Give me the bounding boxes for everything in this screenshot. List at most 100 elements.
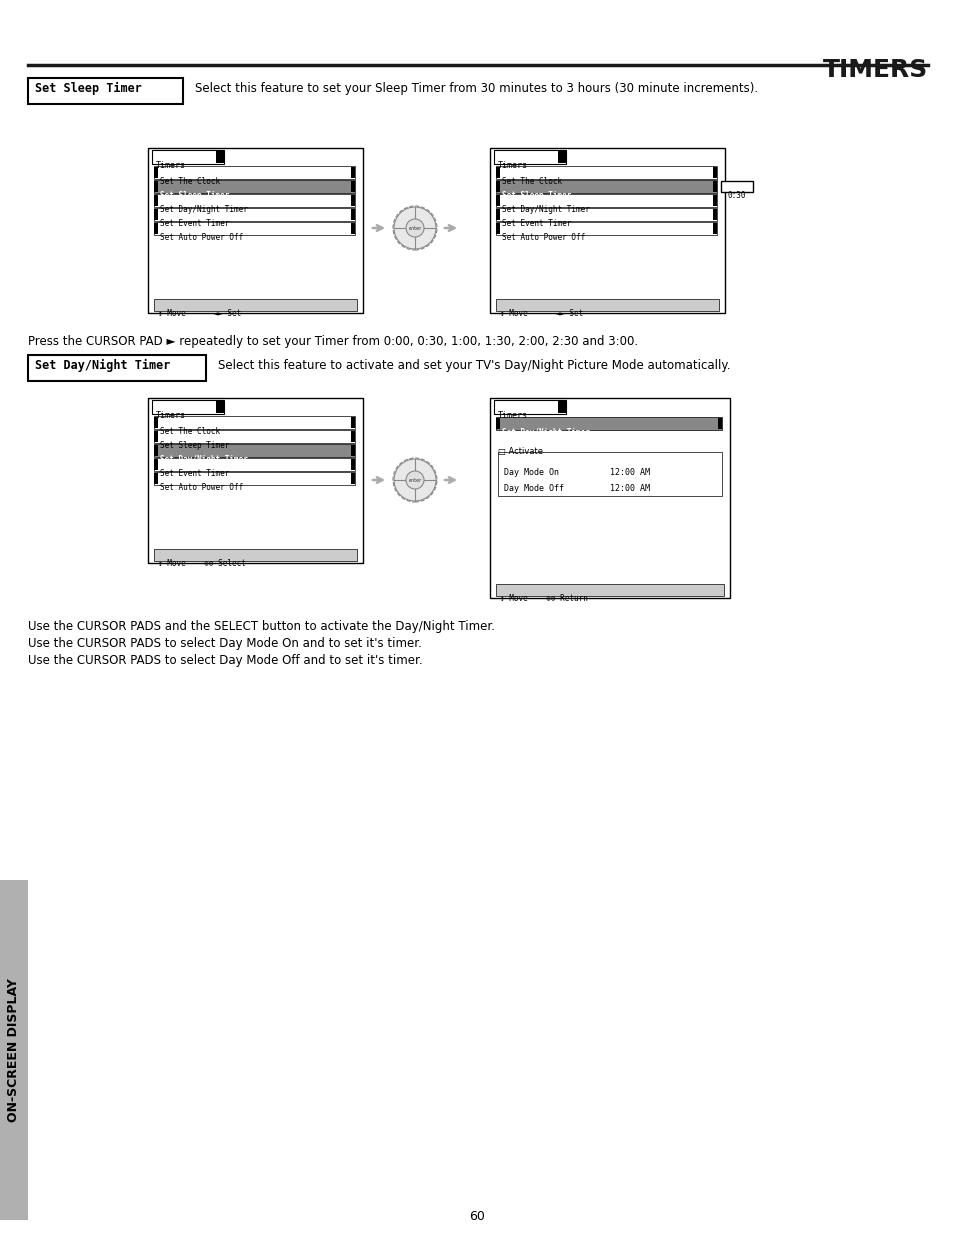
Bar	[712, 167, 717, 178]
Text: Press the CURSOR PAD ► repeatedly to set your Timer from 0:00, 0:30, 1:00, 1:30,: Press the CURSOR PAD ► repeatedly to set…	[28, 335, 638, 348]
Bar	[496, 224, 499, 233]
Text: TIMERS: TIMERS	[821, 58, 927, 82]
Text: Use the CURSOR PADS and the SELECT button to activate the Day/Night Timer.: Use the CURSOR PADS and the SELECT butto…	[28, 620, 495, 634]
Bar	[494, 400, 565, 414]
Bar	[153, 167, 158, 178]
Text: Day Mode On: Day Mode On	[503, 468, 558, 477]
Bar	[496, 299, 719, 311]
Bar	[712, 224, 717, 233]
Bar	[351, 182, 355, 191]
Text: 60: 60	[469, 1210, 484, 1223]
Bar	[496, 222, 717, 235]
Bar	[153, 182, 158, 191]
Text: ON-SCREEN DISPLAY: ON-SCREEN DISPLAY	[8, 978, 20, 1121]
Text: Set Sleep Timer: Set Sleep Timer	[35, 82, 142, 95]
Text: Set Auto Power Off: Set Auto Power Off	[160, 483, 243, 492]
Bar	[494, 149, 565, 164]
Bar	[351, 459, 355, 471]
Text: Set The Clock: Set The Clock	[160, 177, 220, 186]
Bar	[490, 148, 724, 312]
Text: Select this feature to activate and set your TV's Day/Night Picture Mode automat: Select this feature to activate and set …	[218, 359, 730, 372]
Text: Day Mode Off: Day Mode Off	[503, 484, 563, 493]
Bar	[712, 182, 717, 191]
Bar	[558, 151, 565, 163]
Bar	[497, 452, 721, 496]
Text: Select this feature to set your Sleep Timer from 30 minutes to 3 hours (30 minut: Select this feature to set your Sleep Ti…	[194, 82, 758, 95]
Bar	[153, 224, 158, 233]
Bar	[351, 224, 355, 233]
Bar	[558, 401, 565, 412]
Text: Set Day/Night Timer: Set Day/Night Timer	[35, 359, 171, 372]
Bar	[215, 151, 224, 163]
Bar	[496, 182, 499, 191]
Bar	[496, 209, 499, 220]
Text: 12:00 AM: 12:00 AM	[609, 468, 649, 477]
Text: Set Day/Night Timer: Set Day/Night Timer	[501, 205, 589, 214]
Bar	[153, 222, 355, 235]
Bar	[153, 472, 355, 485]
Bar	[215, 401, 224, 412]
Text: Use the CURSOR PADS to select Day Mode On and to set it's timer.: Use the CURSOR PADS to select Day Mode O…	[28, 637, 421, 650]
Bar	[351, 167, 355, 178]
Bar	[496, 207, 717, 221]
Bar	[351, 195, 355, 206]
Bar	[153, 194, 355, 207]
Text: Set The Clock: Set The Clock	[501, 177, 561, 186]
Text: Set Auto Power Off: Set Auto Power Off	[501, 233, 584, 242]
Bar	[152, 400, 224, 414]
Bar	[153, 299, 356, 311]
Text: Use the CURSOR PADS to select Day Mode Off and to set it's timer.: Use the CURSOR PADS to select Day Mode O…	[28, 655, 422, 667]
Bar	[153, 459, 158, 471]
Text: Set Event Timer: Set Event Timer	[160, 219, 229, 228]
Bar	[153, 430, 355, 443]
Circle shape	[406, 471, 423, 489]
Text: ↕ Move      ◄► Set: ↕ Move ◄► Set	[499, 309, 582, 317]
Bar	[152, 149, 224, 164]
Bar	[153, 445, 158, 456]
Text: Timers: Timers	[497, 161, 527, 170]
Text: Timers: Timers	[156, 161, 186, 170]
Bar	[496, 167, 499, 178]
Bar	[153, 431, 158, 442]
Bar	[496, 417, 721, 430]
Text: ↕ Move      ◄► Set: ↕ Move ◄► Set	[158, 309, 241, 317]
Bar	[153, 207, 355, 221]
Text: Set Sleep Timer: Set Sleep Timer	[160, 191, 229, 200]
Text: Timers: Timers	[497, 411, 527, 420]
Text: enter: enter	[408, 478, 421, 483]
Bar	[496, 584, 723, 597]
Text: ↕ Move    ⊕⊕ Return: ↕ Move ⊕⊕ Return	[499, 594, 587, 603]
Text: Set Event Timer: Set Event Timer	[501, 219, 571, 228]
Bar	[148, 148, 363, 312]
Bar	[153, 416, 355, 429]
Bar	[496, 194, 717, 207]
Text: Set The Clock: Set The Clock	[160, 427, 220, 436]
Bar	[153, 550, 356, 561]
Bar	[712, 209, 717, 220]
Bar	[490, 398, 729, 598]
Bar	[496, 165, 717, 179]
Bar	[28, 354, 206, 382]
Bar	[153, 417, 158, 429]
Text: Set Event Timer: Set Event Timer	[160, 469, 229, 478]
Text: Set Day/Night Timer: Set Day/Night Timer	[160, 454, 248, 464]
Bar	[351, 431, 355, 442]
Bar	[496, 417, 499, 429]
Bar	[718, 417, 721, 429]
Bar	[351, 473, 355, 484]
Text: Set Sleep Timer: Set Sleep Timer	[501, 191, 571, 200]
Bar	[153, 458, 355, 471]
Text: ↕ Move    ⊕⊕ Select: ↕ Move ⊕⊕ Select	[158, 559, 246, 568]
Text: enter: enter	[408, 226, 421, 231]
Bar	[153, 180, 355, 193]
Circle shape	[406, 219, 423, 237]
Bar	[351, 209, 355, 220]
Text: Set Day/Night Timer: Set Day/Night Timer	[501, 429, 589, 437]
Bar	[496, 195, 499, 206]
Bar	[153, 209, 158, 220]
Bar	[153, 165, 355, 179]
Text: Set Day/Night Timer: Set Day/Night Timer	[160, 205, 248, 214]
Bar	[351, 445, 355, 456]
Bar	[153, 445, 355, 457]
Text: 12:00 AM: 12:00 AM	[609, 484, 649, 493]
